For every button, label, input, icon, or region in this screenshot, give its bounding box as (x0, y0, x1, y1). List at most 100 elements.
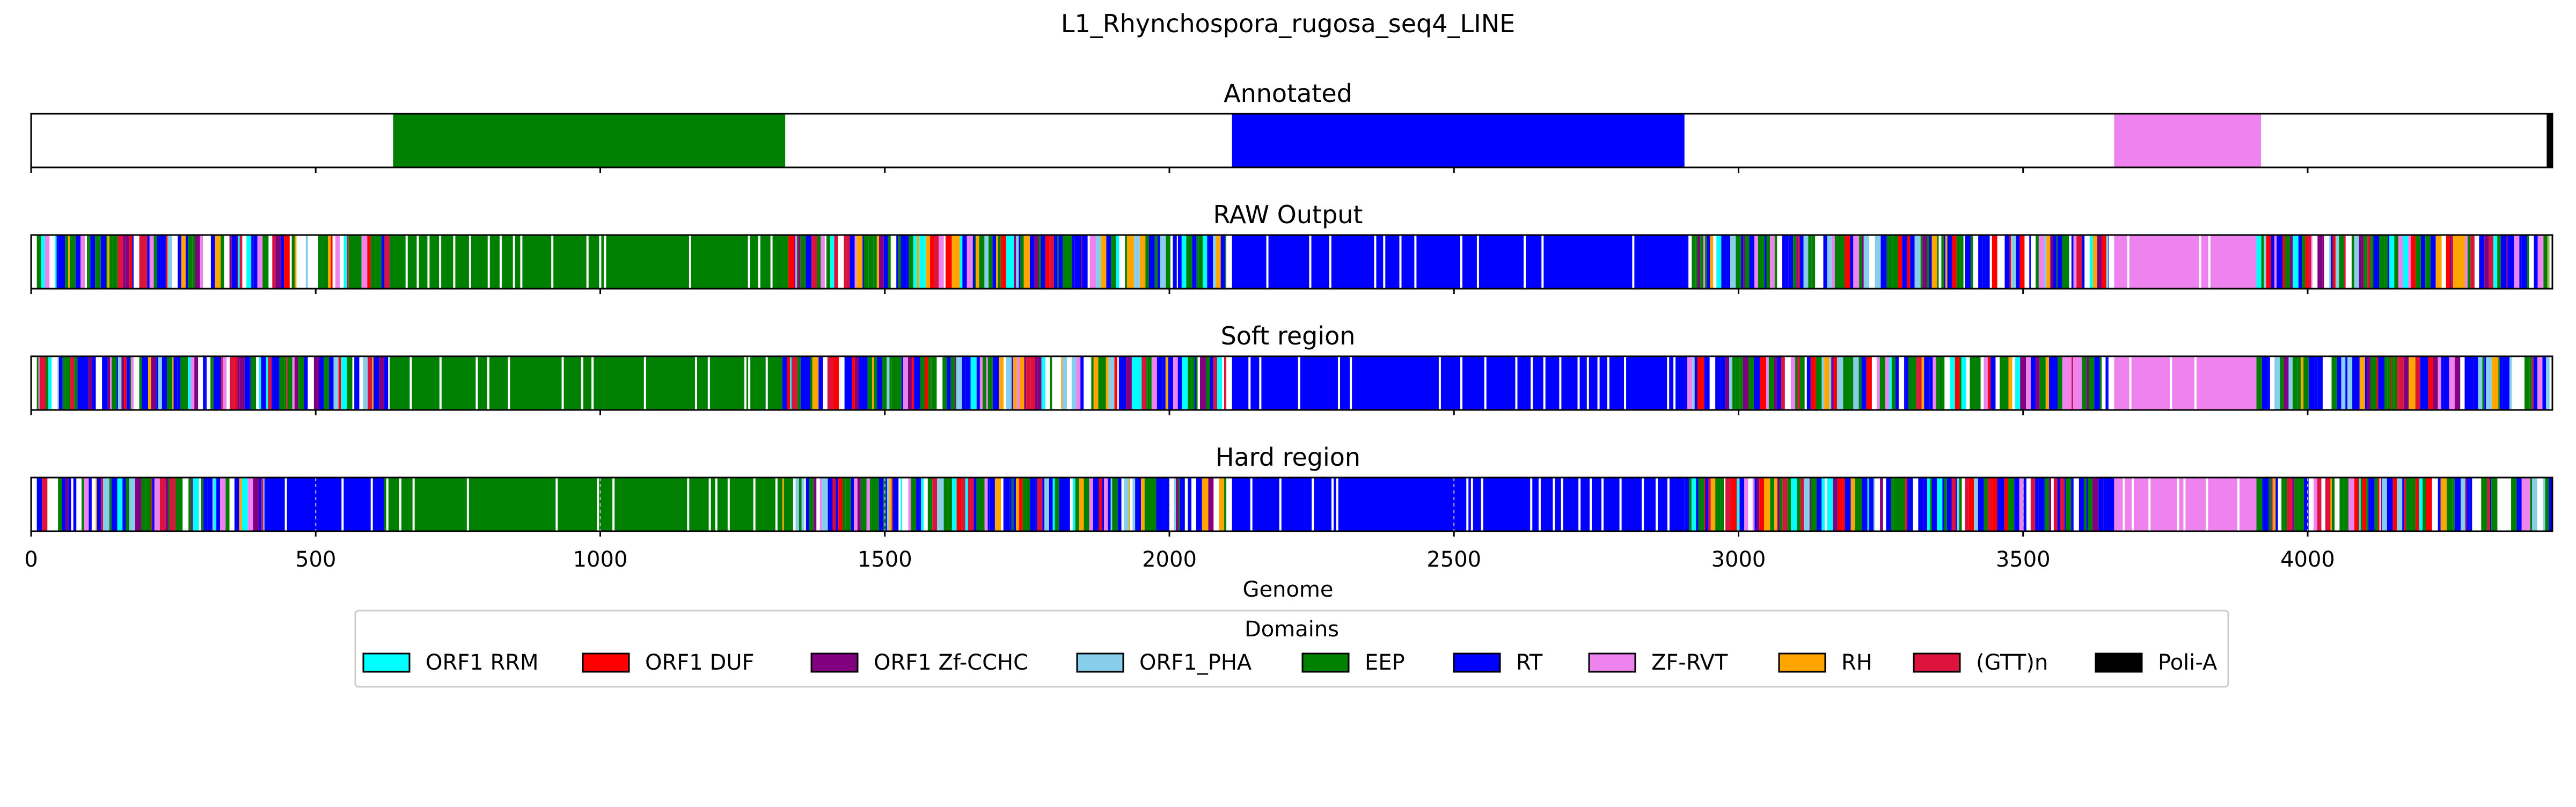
domain-stripe (1114, 356, 1117, 410)
domain-stripe (2471, 356, 2473, 410)
domain-stripe (2339, 478, 2344, 531)
domain-stripe (2019, 478, 2024, 531)
domain-stripe (1110, 478, 1113, 531)
domain-stripe (821, 235, 825, 289)
domain-stripe (2397, 356, 2399, 410)
domain-stripe (2441, 356, 2444, 410)
domain-stripe (1104, 478, 1108, 531)
domain-stripe (88, 235, 91, 289)
domain-segment-eep (390, 235, 782, 289)
domain-stripe (177, 478, 183, 531)
domain-stripe (848, 356, 852, 410)
chart-title: L1_Rhynchospora_rugosa_seq4_LINE (1061, 9, 1515, 38)
domain-stripe (1804, 478, 1810, 531)
domain-stripe (2440, 478, 2447, 531)
gap-stripe (1601, 478, 1604, 531)
domain-stripe (1850, 478, 1855, 531)
gap-stripe (708, 478, 711, 531)
domain-stripe (1091, 356, 1094, 410)
gap-stripe (1331, 478, 1334, 531)
domain-stripe (1049, 478, 1053, 531)
domain-stripe (200, 235, 203, 289)
domain-stripe (992, 356, 999, 410)
domain-stripe (812, 356, 819, 410)
domain-stripe (2311, 235, 2312, 289)
domain-stripe (2420, 356, 2423, 410)
domain-stripe (1126, 356, 1132, 410)
domain-stripe (1945, 235, 1948, 289)
domain-stripe (805, 356, 811, 410)
domain-stripe (170, 478, 174, 531)
gap-stripe (1298, 356, 1300, 410)
domain-stripe (157, 235, 161, 289)
domain-segment-zf-rvt (2114, 356, 2257, 410)
domain-stripe (2419, 478, 2423, 531)
domain-stripe (972, 235, 975, 289)
domain-stripe (379, 356, 385, 410)
domain-stripe (1181, 478, 1185, 531)
domain-stripe (1117, 478, 1122, 531)
domain-stripe (877, 356, 882, 410)
domain-stripe (976, 235, 979, 289)
domain-stripe (2287, 478, 2293, 531)
domain-stripe (1984, 478, 1988, 531)
domain-stripe (1866, 356, 1872, 410)
gap-stripe (2199, 235, 2201, 289)
domain-stripe (1886, 478, 1891, 531)
domain-stripe (992, 235, 997, 289)
domain-stripe (928, 356, 931, 410)
domain-stripe (1743, 356, 1749, 410)
domain-stripe (1009, 478, 1012, 531)
domain-segment-rt (1232, 356, 1688, 410)
gap-stripe (513, 235, 515, 289)
domain-stripe (1076, 356, 1081, 410)
domain-stripe (1810, 356, 1816, 410)
domain-stripe (384, 356, 389, 410)
x-tick-label: 1000 (573, 547, 628, 572)
domain-stripe (81, 478, 84, 531)
domain-stripe (2271, 478, 2273, 531)
domain-stripe (882, 356, 887, 410)
domain-stripe (304, 356, 308, 410)
domain-stripe (36, 235, 41, 289)
domain-stripe (2530, 478, 2533, 531)
domain-stripe (925, 235, 931, 289)
domain-stripe (116, 356, 118, 410)
domain-stripe (2065, 235, 2068, 289)
gap-stripe (1667, 478, 1670, 531)
domain-stripe (942, 356, 947, 410)
domain-stripe (1126, 235, 1131, 289)
domain-stripe (1151, 356, 1157, 410)
domain-stripe (1112, 478, 1118, 531)
domain-stripe (257, 235, 263, 289)
domain-stripe (782, 356, 787, 410)
domain-stripe (920, 356, 925, 410)
domain-stripe (998, 235, 1001, 289)
domain-stripe (2266, 235, 2271, 289)
legend-label: RH (1841, 650, 1872, 675)
domain-stripe (1965, 478, 1969, 531)
domain-stripe (2098, 478, 2104, 531)
domain-stripe (2394, 235, 2398, 289)
gap-stripe (1309, 235, 1312, 289)
domain-stripe (1876, 356, 1878, 410)
domain-stripe (2545, 478, 2549, 531)
domain-stripe (1821, 356, 1825, 410)
domain-stripe (943, 478, 948, 531)
domain-stripe (869, 478, 872, 531)
domain-stripe (2062, 235, 2065, 289)
domain-stripe (2359, 235, 2364, 289)
domain-stripe (2382, 478, 2387, 531)
domain-stripe (1026, 478, 1030, 531)
domain-stripe (1198, 235, 1203, 289)
domain-stripe (2411, 235, 2416, 289)
domain-stripe (872, 356, 874, 410)
domain-stripe (1101, 235, 1107, 289)
domain-stripe (2370, 478, 2375, 531)
gap-stripe (612, 478, 615, 531)
domain-stripe (1899, 478, 1906, 531)
domain-segment-eep (393, 114, 786, 167)
domain-stripe (1965, 235, 1971, 289)
domain-stripe (55, 235, 57, 289)
domain-stripe (2331, 356, 2337, 410)
